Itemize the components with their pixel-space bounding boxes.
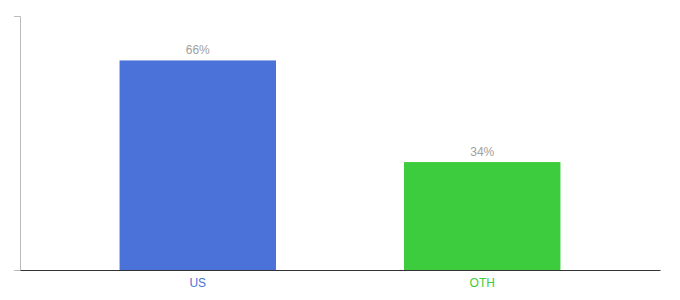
data-label: 66% (186, 43, 210, 57)
bars (120, 60, 561, 270)
bar (404, 162, 560, 270)
plot: US OTH 66% 34% (14, 17, 661, 290)
x-tick-label: OTH (470, 276, 495, 290)
x-tick-label: US (189, 276, 206, 290)
y-axis (14, 17, 21, 271)
chart: US OTH 66% 34% (0, 0, 680, 300)
x-axis: US OTH (21, 271, 661, 290)
data-labels: 66% 34% (186, 43, 495, 159)
y-axis-line (14, 17, 21, 271)
bar (120, 60, 276, 270)
x-tick: US (189, 276, 206, 290)
x-axis-line (21, 270, 661, 271)
data-label: 34% (470, 145, 494, 159)
x-tick: OTH (470, 276, 495, 290)
